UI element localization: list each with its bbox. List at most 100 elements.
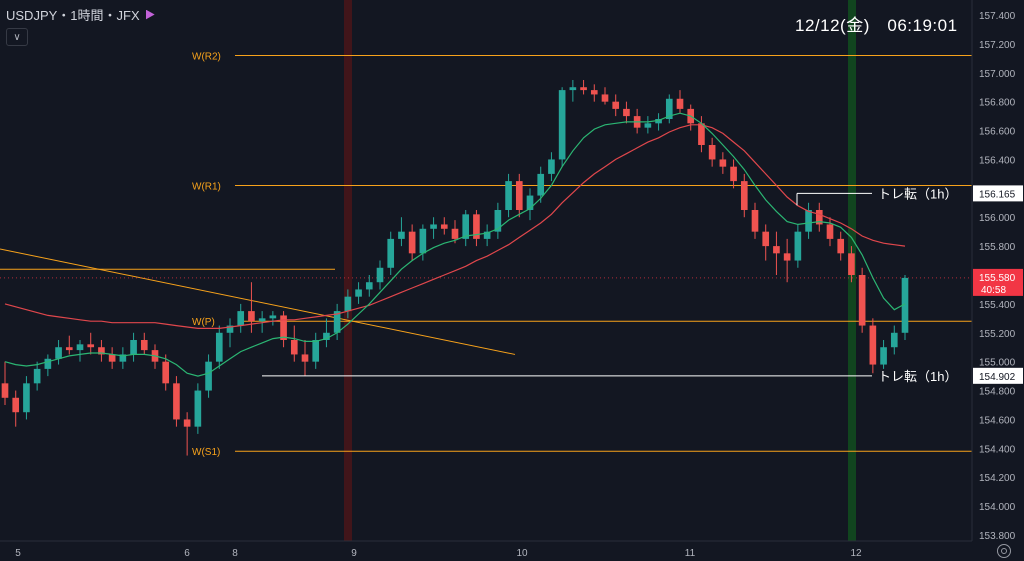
candle bbox=[398, 231, 405, 239]
candle bbox=[644, 123, 652, 128]
pivot-label: W(P) bbox=[192, 317, 215, 328]
x-tick-label: 9 bbox=[351, 548, 357, 559]
y-tick-label: 156.400 bbox=[979, 155, 1016, 166]
gear-icon[interactable] bbox=[997, 544, 1011, 558]
candle bbox=[698, 123, 705, 145]
candle bbox=[880, 347, 887, 365]
y-tick-label: 157.000 bbox=[979, 69, 1016, 80]
chart-header: USDJPY・1時間・JFX bbox=[6, 5, 155, 24]
y-tick-label: 157.200 bbox=[979, 40, 1016, 51]
candle bbox=[365, 282, 373, 290]
y-tick-label: 154.000 bbox=[979, 502, 1016, 513]
candle bbox=[719, 159, 727, 167]
x-tick-label: 12 bbox=[850, 548, 862, 559]
y-tick-label: 155.000 bbox=[979, 358, 1016, 369]
candle bbox=[215, 332, 223, 362]
candle bbox=[483, 231, 491, 239]
pivot-label: W(R1) bbox=[192, 181, 221, 192]
candle bbox=[301, 354, 309, 362]
candle bbox=[333, 311, 341, 333]
candle bbox=[837, 238, 845, 254]
x-tick-label: 10 bbox=[516, 548, 528, 559]
candle bbox=[848, 253, 855, 275]
y-tick-label: 154.800 bbox=[979, 387, 1016, 398]
candle bbox=[55, 347, 62, 359]
candle bbox=[205, 361, 212, 391]
candle bbox=[408, 231, 416, 254]
flag-icon bbox=[145, 9, 155, 20]
trend-line bbox=[0, 248, 516, 355]
pivot-label: W(R2) bbox=[192, 51, 221, 62]
y-tick-label: 154.400 bbox=[979, 444, 1016, 455]
candle bbox=[515, 181, 523, 210]
candle bbox=[183, 419, 191, 427]
y-tick-label: 153.800 bbox=[979, 531, 1016, 542]
candle bbox=[194, 390, 202, 427]
annotation-price-badge bbox=[973, 367, 1023, 384]
candle bbox=[676, 98, 684, 109]
candle bbox=[65, 347, 73, 351]
x-tick-label: 8 bbox=[232, 548, 238, 559]
y-tick-label: 156.800 bbox=[979, 98, 1016, 109]
candle bbox=[376, 267, 384, 283]
candle bbox=[280, 315, 287, 340]
countdown-label: 40:58 bbox=[981, 285, 1006, 296]
candle bbox=[23, 383, 30, 413]
y-tick-label: 155.200 bbox=[979, 329, 1016, 340]
candle bbox=[740, 181, 748, 210]
candle bbox=[140, 340, 148, 351]
candle bbox=[730, 166, 737, 182]
y-tick-label: 156.600 bbox=[979, 127, 1016, 138]
annotation-label: トレ転（1h） bbox=[878, 369, 957, 384]
ma-long-line bbox=[4, 124, 906, 329]
x-tick-label: 11 bbox=[685, 548, 696, 559]
annotation-price-badge bbox=[973, 185, 1023, 202]
y-tick-label: 154.200 bbox=[979, 473, 1016, 484]
candle bbox=[237, 311, 245, 326]
candle bbox=[1, 383, 9, 398]
candle bbox=[290, 340, 298, 355]
candle bbox=[548, 159, 555, 174]
candle bbox=[494, 210, 502, 232]
candle bbox=[751, 210, 759, 232]
candle bbox=[269, 315, 277, 319]
current-price-badge bbox=[973, 268, 1023, 296]
x-tick-label: 5 bbox=[15, 548, 21, 559]
candle bbox=[226, 325, 234, 333]
candle bbox=[76, 344, 84, 351]
candle bbox=[505, 181, 512, 210]
annotation-price-label: 156.165 bbox=[979, 189, 1016, 200]
candle bbox=[119, 354, 127, 362]
candle bbox=[858, 275, 866, 326]
session-clock: 12/12(金) 06:19:01 bbox=[795, 16, 958, 35]
candle bbox=[258, 318, 266, 322]
candle bbox=[323, 332, 330, 340]
time-axis bbox=[0, 541, 972, 561]
candle bbox=[623, 108, 630, 117]
candle bbox=[773, 246, 780, 254]
candle bbox=[601, 94, 609, 102]
candle bbox=[419, 228, 427, 254]
candle bbox=[33, 368, 41, 384]
candle bbox=[815, 210, 823, 225]
candle bbox=[87, 344, 95, 348]
symbol-label[interactable]: USDJPY・1時間・JFX bbox=[6, 8, 140, 23]
candle bbox=[108, 354, 116, 362]
candle bbox=[762, 231, 770, 247]
candle bbox=[708, 145, 716, 160]
ma-short-line bbox=[4, 112, 906, 377]
candle bbox=[344, 296, 352, 312]
x-tick-label: 6 bbox=[184, 548, 190, 559]
candle bbox=[173, 383, 180, 420]
chevron-down-icon[interactable]: ∨ bbox=[6, 28, 28, 46]
current-price-label: 155.580 bbox=[979, 273, 1016, 284]
candle bbox=[312, 340, 320, 362]
pivot-label: W(S1) bbox=[192, 447, 220, 458]
y-tick-label: 155.800 bbox=[979, 242, 1016, 253]
candle bbox=[451, 228, 459, 239]
candle bbox=[783, 253, 791, 261]
candle bbox=[890, 332, 898, 348]
candle bbox=[44, 358, 52, 369]
candle bbox=[590, 90, 598, 95]
